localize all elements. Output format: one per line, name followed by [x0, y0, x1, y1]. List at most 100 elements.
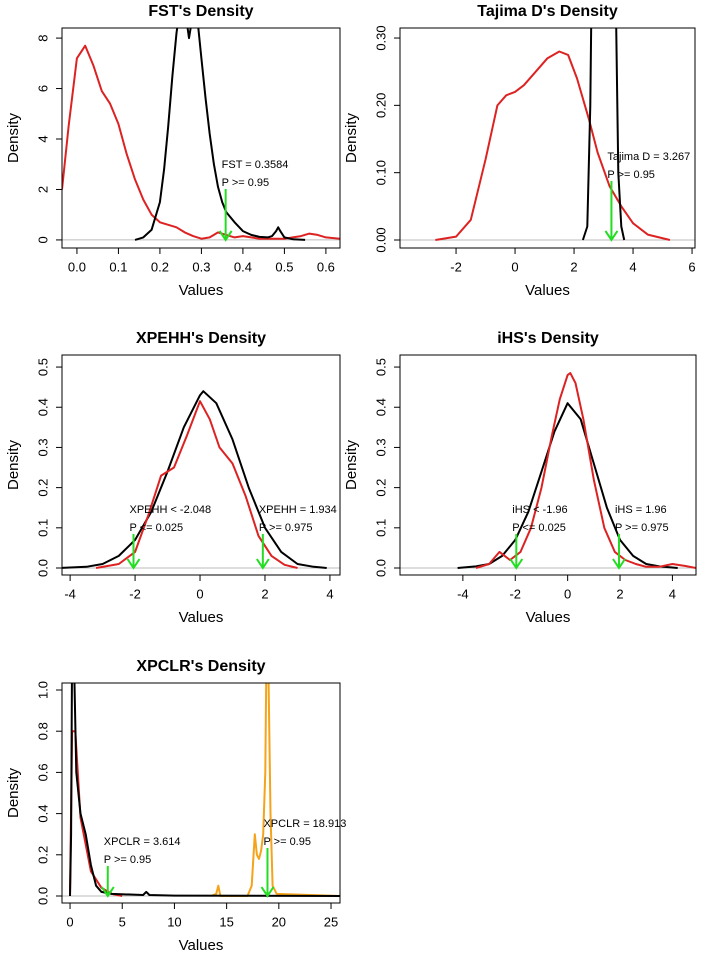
y-tick-label: 0.4: [373, 398, 388, 416]
x-tick-label: 6: [688, 259, 695, 274]
density-line: [69, 730, 123, 897]
y-tick-label: 0.2: [35, 846, 50, 864]
y-tick-label: 0.4: [35, 805, 50, 823]
x-tick-label: 0.1: [109, 259, 127, 274]
arrow-head: [218, 230, 233, 242]
y-tick-label: 0.6: [35, 763, 50, 781]
panel: Tajima D's Density Values Density -2 0 2 4 6 0.0…: [343, 3, 696, 299]
density-line: [62, 390, 327, 569]
plot-area: [457, 372, 696, 569]
x-tick-label: 0.4: [234, 259, 252, 274]
x-tick-label: -2: [129, 586, 141, 601]
y-tick-label: 0.5: [373, 358, 388, 376]
x-tick-label: -4: [457, 586, 469, 601]
y-tick-label: 0.5: [35, 358, 50, 376]
threshold-annotation: P >= 0.95: [104, 854, 152, 866]
x-tick-label: 0: [196, 586, 203, 601]
plot-box: [399, 354, 697, 576]
plot-box: [61, 27, 341, 249]
y-tick-label: 8: [35, 34, 50, 41]
x-tick-label: 0.6: [317, 259, 335, 274]
arrow-head: [260, 886, 275, 898]
x-tick-label: 4: [629, 259, 636, 274]
panel: iHS's Density Values Density -4 -2 0 2 4 0.0 0.1 0…: [343, 330, 697, 626]
y-tick-label: 0.0: [373, 559, 388, 577]
x-axis-label: Values: [525, 282, 570, 299]
y-axis-label: Density: [343, 112, 360, 163]
arrow-head: [509, 558, 524, 570]
panel-title: Tajima D's Density: [477, 3, 618, 20]
panel-title: XPCLR's Density: [136, 658, 265, 675]
panel: XPCLR's Density Values Density 0 5 10 15 20 25 0.…: [5, 658, 346, 954]
x-tick-label: 0.0: [68, 259, 86, 274]
arrow-head: [604, 230, 619, 242]
plot-box: [61, 682, 341, 904]
threshold-annotation: P >= 0.95: [607, 169, 655, 181]
y-axis-label: Density: [5, 439, 22, 490]
threshold-annotation: XPEHH = 1.934: [259, 504, 337, 516]
density-line: [475, 372, 696, 569]
density-line: [210, 683, 340, 897]
arrow-head: [256, 558, 270, 570]
threshold-annotation: Tajima D = 3.267: [607, 151, 690, 163]
x-tick-label: 4: [326, 586, 333, 601]
y-tick-label: 0.10: [373, 160, 388, 185]
x-tick-label: 4: [669, 586, 676, 601]
x-tick-label: 0: [511, 259, 518, 274]
y-tick-label: 6: [35, 85, 50, 92]
y-tick-label: 2: [35, 186, 50, 193]
density-line: [69, 683, 340, 897]
threshold-annotation: XPEHH < -2.048: [130, 504, 212, 516]
y-tick-label: 0.2: [373, 479, 388, 497]
threshold-annotation: P >= 0.95: [222, 177, 270, 189]
y-tick-label: 1.0: [35, 681, 50, 699]
threshold-annotation: XPCLR = 3.614: [104, 836, 181, 848]
y-tick-label: 0.1: [373, 519, 388, 537]
x-tick-label: 0.5: [275, 259, 293, 274]
x-axis-label: Values: [179, 282, 224, 299]
x-tick-label: 25: [324, 914, 338, 929]
threshold-annotation: P >= 0.975: [259, 522, 313, 534]
y-tick-label: 0.20: [373, 93, 388, 118]
density-line: [457, 402, 678, 569]
y-tick-label: 0.1: [35, 519, 50, 537]
y-tick-label: 0.0: [35, 559, 50, 577]
y-tick-label: 0.2: [35, 479, 50, 497]
x-tick-label: 10: [167, 914, 181, 929]
threshold-annotation: iHS = 1.96: [615, 504, 667, 516]
y-axis-label: Density: [5, 767, 22, 818]
y-tick-label: 0.30: [373, 25, 388, 50]
density-line: [95, 400, 298, 569]
x-tick-label: 2: [570, 259, 577, 274]
panel: XPEHH's Density Values Density -4 -2 0 2 4 0.0 0.…: [5, 330, 341, 626]
threshold-annotation: iHS < -1.96: [512, 504, 567, 516]
x-tick-label: 0.2: [151, 259, 169, 274]
x-tick-label: 20: [272, 914, 286, 929]
x-tick-label: -2: [450, 259, 462, 274]
threshold-annotation: P >= 0.95: [263, 836, 311, 848]
x-tick-label: 2: [261, 586, 268, 601]
y-tick-label: 0.4: [35, 398, 50, 416]
x-tick-label: 2: [616, 586, 623, 601]
plot-box: [399, 27, 696, 249]
arrow-head: [612, 558, 626, 570]
threshold-annotation: P >= 0.975: [615, 522, 669, 534]
density-line: [134, 28, 306, 241]
y-tick-label: 0.8: [35, 722, 50, 740]
arrow-head: [126, 558, 141, 570]
arrow-head: [100, 886, 115, 898]
panel-title: iHS's Density: [497, 330, 599, 347]
x-tick-label: -4: [64, 586, 76, 601]
plot-box: [61, 354, 341, 576]
density-line: [435, 50, 671, 241]
panel-title: FST's Density: [148, 3, 253, 20]
threshold-annotation: XPCLR = 18.913: [263, 818, 346, 830]
y-tick-label: 0.0: [35, 887, 50, 905]
y-axis-label: Density: [343, 439, 360, 490]
x-tick-label: 0: [66, 914, 73, 929]
density-line: [62, 44, 340, 240]
panel: FST's Density Values Density 0.0 0.1 0.2 0.3 0.…: [5, 3, 341, 299]
x-axis-label: Values: [526, 609, 571, 626]
threshold-annotation: P <= 0.025: [130, 522, 184, 534]
